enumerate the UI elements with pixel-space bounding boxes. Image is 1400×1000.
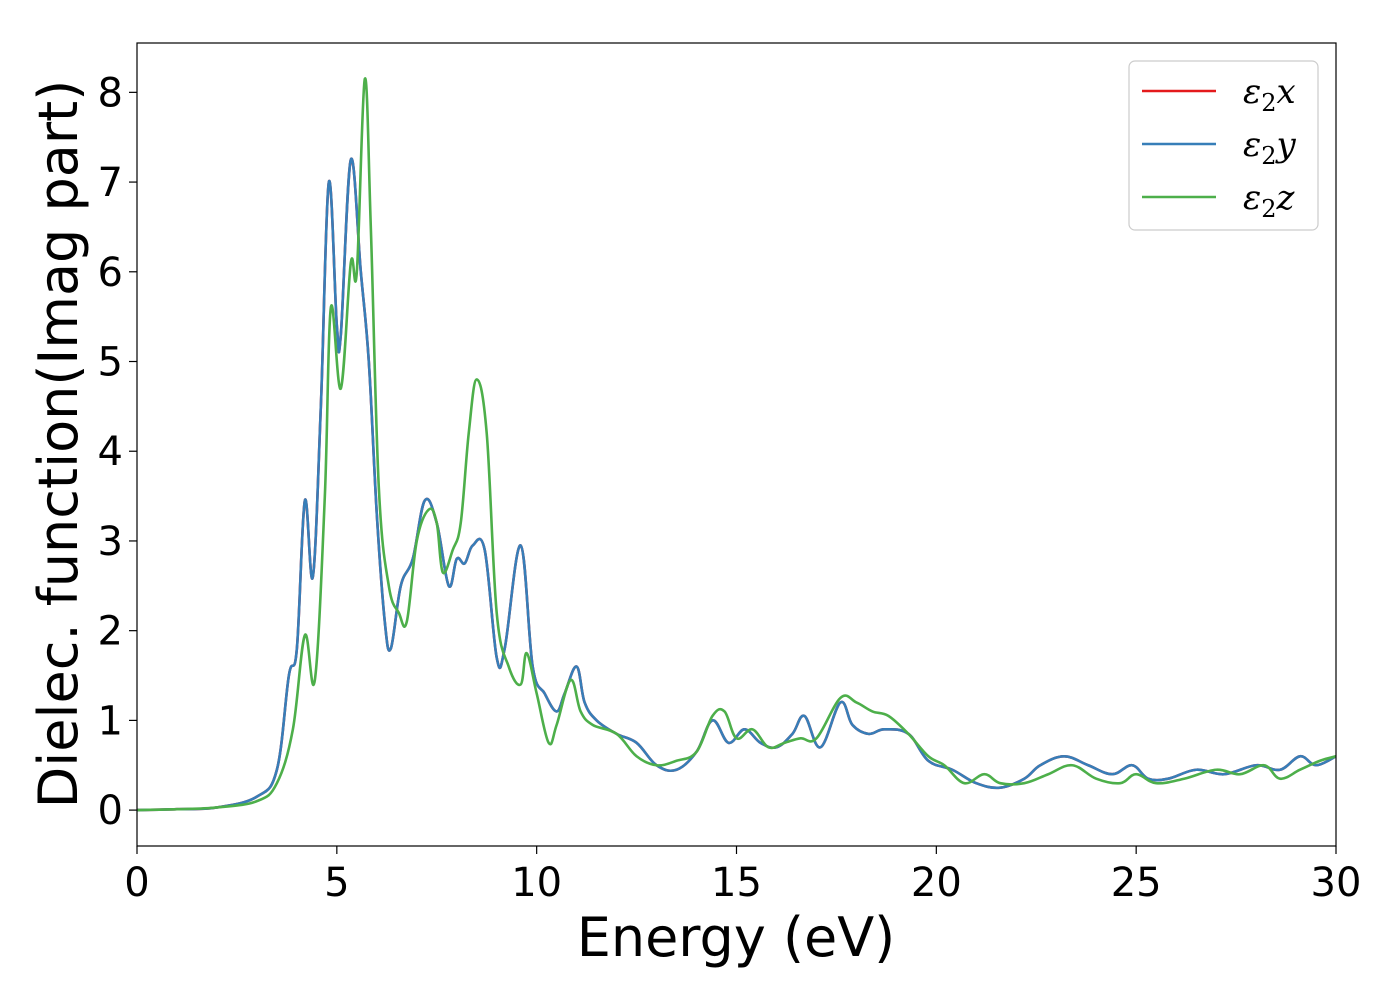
x-tick-label: 30 [1311, 860, 1362, 906]
x-axis-ticks: 0 5 10 15 20 25 30 [124, 846, 1361, 906]
x-axis-label: Energy (eV) [577, 906, 896, 969]
y-tick-label: 7 [98, 160, 123, 206]
y-tick-label: 2 [98, 609, 123, 655]
y-tick-label: 1 [98, 698, 123, 744]
x-tick-label: 15 [711, 860, 762, 906]
y-axis-label: Dielec. function(Imag part) [27, 80, 90, 809]
series-line-z [137, 77, 1336, 812]
y-axis-ticks: 0 1 2 3 4 5 6 7 8 [98, 70, 137, 834]
y-tick-label: 5 [98, 340, 123, 386]
series-layer [137, 77, 1336, 812]
x-tick-label: 25 [1111, 860, 1162, 906]
x-tick-label: 5 [324, 860, 349, 906]
legend-box [1128, 60, 1319, 231]
y-tick-label: 6 [98, 250, 123, 296]
y-tick-label: 3 [98, 519, 123, 565]
legend-label: ε2x [1243, 72, 1296, 117]
y-tick-label: 4 [98, 429, 123, 475]
x-tick-label: 0 [124, 860, 149, 906]
y-tick-label: 0 [98, 788, 123, 834]
x-tick-label: 20 [911, 860, 962, 906]
x-tick-label: 10 [511, 860, 562, 906]
legend: ε2x ε2y ε2z [1128, 60, 1319, 231]
legend-label: ε2z [1243, 178, 1296, 223]
legend-label: ε2y [1243, 125, 1297, 170]
series-line-y [137, 157, 1336, 812]
y-tick-label: 8 [98, 70, 123, 116]
